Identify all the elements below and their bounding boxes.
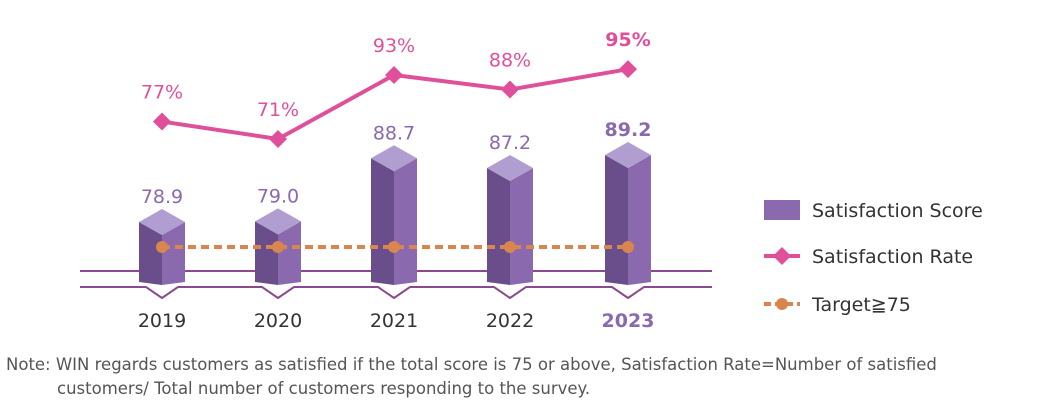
score-bar-2020 [255,208,301,285]
score-bar-2021 [371,145,417,285]
rate-label-2023: 95% [605,29,650,51]
rate-label-2021: 93% [373,35,415,57]
score-bar-right-face [162,222,185,285]
legend: Satisfaction Score Satisfaction Rate Targe… [764,200,983,316]
x-axis-ticks: 2019 2020 2021 2022 2023 [138,310,655,332]
rate-point-2020 [269,130,287,148]
legend-score-swatch [764,200,800,220]
x-tick-2020: 2020 [254,310,302,332]
score-bar-left-face [487,168,510,285]
target-point-2019 [156,241,168,253]
score-bar-right-face [510,168,533,285]
rate-label-2022: 88% [489,50,531,72]
legend-target-label: Target≧75 [811,294,911,316]
target-point-2021 [388,241,400,253]
x-tick-2021: 2021 [370,310,418,332]
score-bar-right-face [628,155,651,285]
score-bar-left-face [255,221,278,285]
score-bar-left-face [139,222,162,285]
score-label-2020: 79.0 [257,185,299,207]
footnote-line-1: Note: WIN regards customers as satisfied… [6,355,937,374]
rate-point-2023 [619,60,637,79]
score-bar-top-face [255,208,301,235]
legend-score-label: Satisfaction Score [812,200,983,222]
rate-point-2022 [501,80,519,99]
rate-label-2020: 71% [257,99,299,121]
rate-line [153,60,637,148]
score-bar-2022 [487,155,533,285]
x-tick-2022: 2022 [486,310,534,332]
score-bar-right-face [394,158,417,285]
score-bar-2023 [605,142,651,285]
score-bar-left-face [371,158,394,285]
score-bars [139,142,651,285]
legend-rate-marker [773,247,791,265]
target-point-2020 [272,241,284,253]
score-bar-2019 [139,209,185,285]
score-bar-right-face [278,221,301,285]
score-label-2021: 88.7 [373,122,415,144]
rate-point-2019 [153,112,171,131]
rate-point-2021 [385,66,403,84]
legend-rate-label: Satisfaction Rate [812,246,973,268]
x-tick-2019: 2019 [138,310,186,332]
target-point-2022 [504,241,516,253]
x-tick-2023: 2023 [602,310,655,332]
baseline-bottom [80,286,712,300]
score-bar-top-face [139,209,185,235]
score-label-2022: 87.2 [489,132,531,154]
footnote: Note: WIN regards customers as satisfied… [6,353,1051,401]
legend-target-marker [776,298,788,310]
data-labels: 77% 71% 93% 88% 95% 78.9 79.0 88.7 87.2 89.2 [141,29,652,208]
target-point-2023 [622,241,634,253]
footnote-line-2: customers/ Total number of customers res… [57,379,591,398]
score-bar-top-face [487,155,533,182]
rate-label-2019: 77% [141,82,183,104]
score-bar-top-face [605,142,651,168]
score-bar-top-face [371,145,417,172]
score-label-2019: 78.9 [141,186,183,208]
score-bar-left-face [605,155,628,285]
score-label-2023: 89.2 [605,119,652,141]
target-line [156,241,634,253]
